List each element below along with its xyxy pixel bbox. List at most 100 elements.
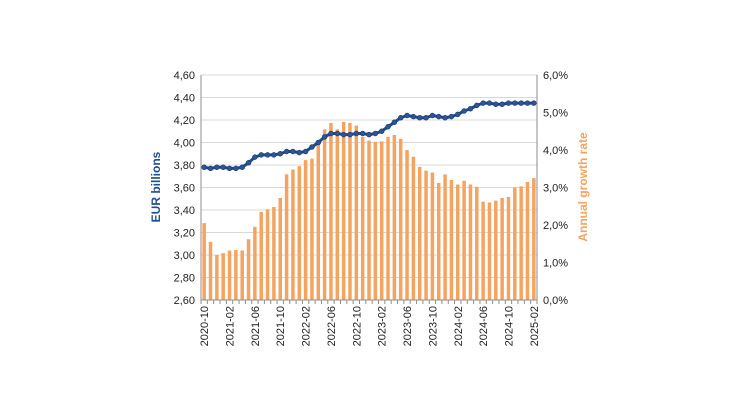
left-tick-label: 4,60: [174, 70, 195, 82]
x-tick-label: 2024-10: [503, 306, 515, 346]
bar: [278, 198, 282, 300]
x-tick-label: 2021-10: [275, 306, 287, 346]
bar: [392, 135, 397, 300]
bar: [322, 129, 327, 300]
bar: [227, 250, 232, 300]
right-tick-label: 2,0%: [543, 220, 568, 232]
line-point: [505, 100, 512, 106]
x-tick-label: 2023-06: [402, 306, 414, 346]
left-tick-label: 2,60: [174, 295, 195, 307]
left-axis-title: EUR billions: [149, 151, 163, 222]
right-axis-ticks: 0,0% 1,0% 2,0% 3,0% 4,0% 5,0% 6,0%: [543, 70, 568, 307]
left-axis-ticks: 2,60 2,80 3,00 3,20 3,40 3,60 3,80 4,00 4,20 4,40…: [174, 70, 195, 307]
bar: [513, 187, 517, 300]
bar: [373, 141, 378, 300]
x-tick-label: 2022-10: [351, 306, 363, 346]
x-tick-label: 2021-06: [250, 306, 262, 346]
line-point: [429, 112, 436, 119]
bar: [500, 198, 504, 300]
bar: [360, 136, 365, 300]
line-point: [201, 164, 207, 170]
bar: [532, 178, 536, 300]
axes: [200, 75, 538, 304]
bar: [398, 138, 403, 300]
bar: [253, 226, 257, 300]
line-point: [442, 115, 448, 121]
left-tick-label: 2,80: [174, 273, 195, 285]
bar: [411, 156, 416, 300]
line-point: [283, 148, 290, 155]
left-tick-label: 3,80: [174, 160, 195, 172]
line-point: [461, 108, 467, 114]
right-tick-label: 3,0%: [543, 183, 568, 195]
line-point: [271, 152, 277, 158]
bar: [487, 202, 492, 300]
bar: [215, 255, 219, 300]
bar: [525, 181, 530, 300]
left-tick-label: 4,00: [174, 138, 195, 150]
line-point: [264, 152, 271, 158]
line-point: [480, 100, 486, 106]
right-axis-title: Annual growth rate: [576, 132, 590, 242]
right-tick-label: 5,0%: [543, 108, 568, 120]
line-point: [347, 131, 353, 138]
bar: [246, 239, 251, 300]
x-tick-label: 2024-02: [453, 306, 465, 346]
line-point: [353, 130, 360, 137]
bar: [456, 184, 460, 300]
line-point: [417, 115, 423, 121]
line-point: [302, 148, 309, 155]
right-tick-label: 0,0%: [543, 295, 568, 307]
left-tick-label: 3,60: [174, 183, 195, 195]
line-point: [524, 100, 531, 106]
bar: [234, 250, 238, 300]
line-point: [334, 130, 341, 137]
bar: [436, 183, 441, 300]
bar: [202, 223, 206, 300]
bar: [240, 250, 244, 300]
bar: [265, 209, 270, 300]
line-point: [258, 152, 264, 158]
bar: [424, 170, 428, 300]
x-tick-label: 2023-10: [427, 306, 439, 346]
line-point: [474, 102, 480, 109]
bar: [259, 211, 263, 300]
line-point: [233, 165, 239, 172]
bar: [468, 184, 473, 300]
line-point: [486, 100, 493, 106]
left-tick-label: 3,20: [174, 228, 195, 240]
line-point: [214, 164, 220, 170]
left-tick-label: 3,40: [174, 205, 195, 217]
line-point: [467, 106, 474, 112]
bar: [443, 174, 447, 300]
line-point: [309, 144, 315, 150]
bar: [354, 125, 359, 300]
line-point: [493, 101, 499, 107]
line-point: [410, 113, 417, 120]
left-tick-label: 4,20: [174, 115, 195, 127]
bar: [221, 253, 225, 300]
line-point: [321, 134, 328, 140]
line-point: [372, 130, 379, 137]
line-point: [366, 131, 372, 138]
line-point: [448, 113, 455, 120]
bar: [519, 186, 523, 300]
line-point: [518, 100, 524, 106]
bar: [310, 158, 314, 300]
eur-billions-line: [201, 100, 537, 172]
line-point: [290, 148, 296, 155]
right-tick-label: 4,0%: [543, 145, 568, 157]
bar: [386, 136, 390, 300]
bar: [284, 174, 289, 300]
x-tick-label: 2022-02: [301, 306, 313, 346]
bar: [417, 166, 422, 300]
bar: [367, 140, 371, 300]
bar: [475, 186, 479, 300]
line-point: [277, 151, 283, 157]
bar: [379, 141, 384, 300]
line-point: [423, 115, 429, 121]
line-point: [252, 154, 258, 160]
line-point: [512, 100, 518, 106]
left-tick-label: 3,00: [174, 250, 195, 262]
